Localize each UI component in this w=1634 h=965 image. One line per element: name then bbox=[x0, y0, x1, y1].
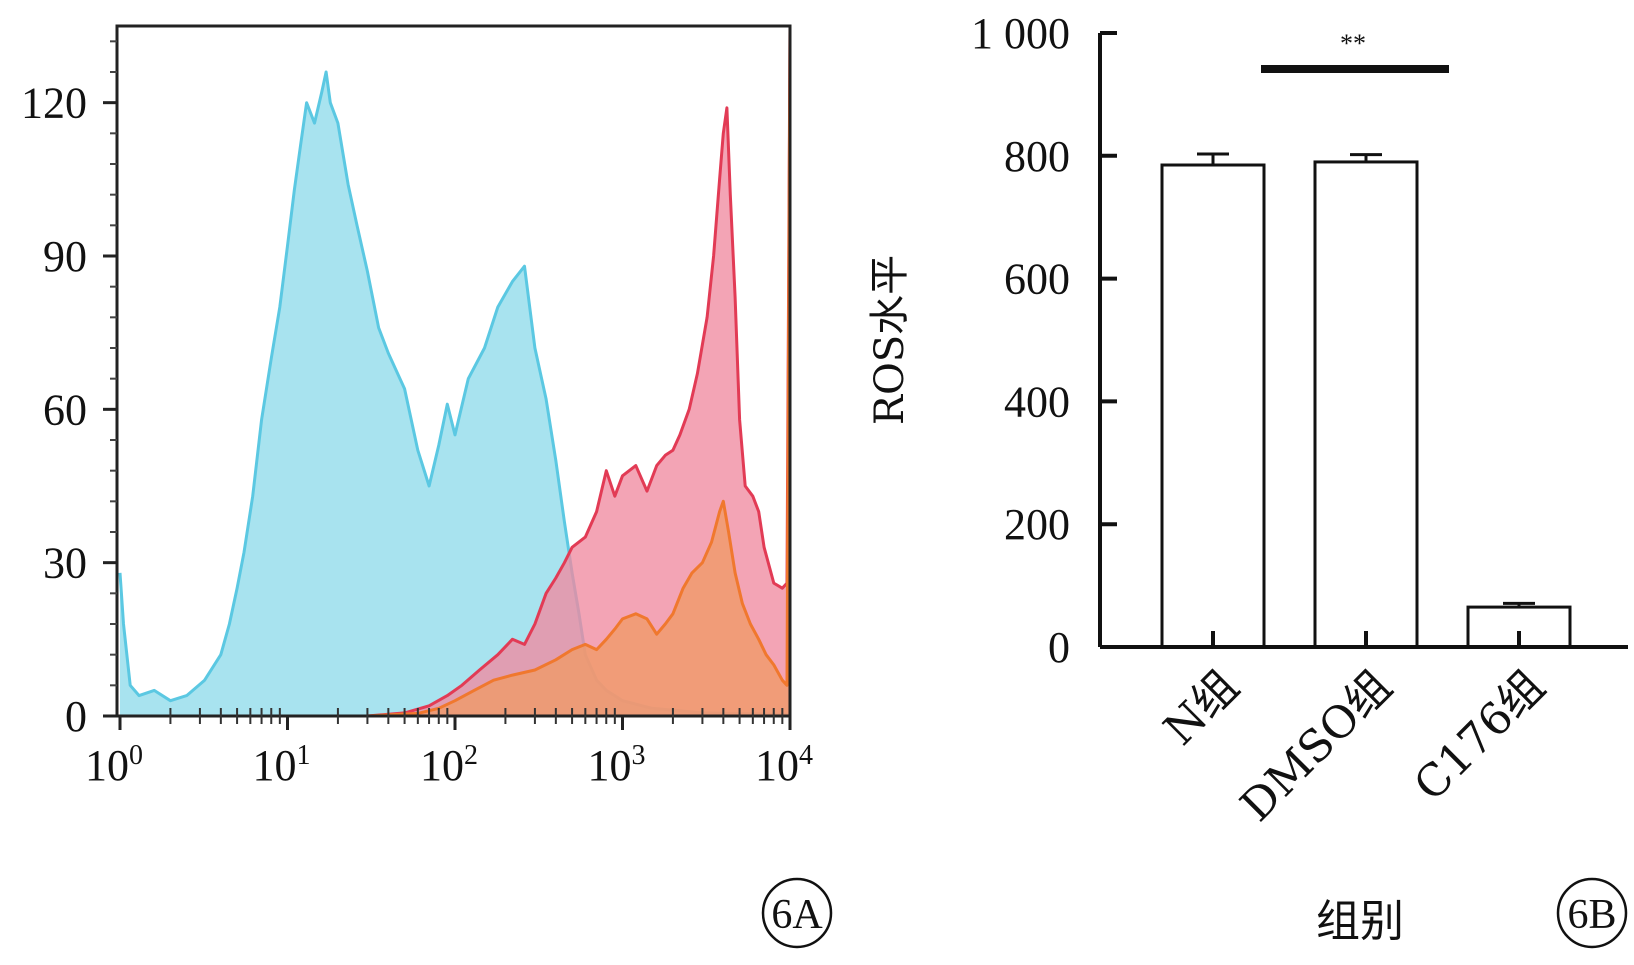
histogram-area-1 bbox=[367, 26, 790, 716]
panel-label-6b: 6B bbox=[1556, 877, 1628, 949]
bar bbox=[1160, 163, 1266, 649]
bar-chart-y-tick-label: 400 bbox=[1004, 377, 1070, 426]
bar-chart-y-tick-label: 1 000 bbox=[971, 9, 1070, 58]
histogram-y-tick-label: 90 bbox=[43, 232, 87, 281]
histogram-x-tick-label: 100 bbox=[85, 740, 143, 790]
bar bbox=[1313, 160, 1419, 649]
histogram-line-0 bbox=[118, 70, 791, 716]
panel-label-6b-text: 6B bbox=[1567, 892, 1616, 938]
bar-chart-bars bbox=[1160, 152, 1572, 649]
histogram-y-tick-label: 60 bbox=[43, 385, 87, 434]
bar-chart-x-label: DMSO组 bbox=[1231, 661, 1402, 832]
histogram-x-tick-label: 104 bbox=[755, 740, 813, 790]
histogram-series-group bbox=[118, 25, 792, 718]
histogram-line-1 bbox=[367, 25, 792, 718]
bar-chart-x-label: C176组 bbox=[1404, 661, 1554, 811]
histogram-x-tick-label: 102 bbox=[420, 740, 478, 790]
bar-chart-y-tick-label: 200 bbox=[1004, 500, 1070, 549]
panel-6a-histogram: 0 30 60 90 120 100 101 102 103 104 6A bbox=[21, 24, 833, 949]
bar-chart-x-label: N组 bbox=[1154, 661, 1248, 755]
histogram-y-tick-label: 30 bbox=[43, 539, 87, 588]
panel-label-6a: 6A bbox=[761, 877, 833, 949]
histogram-area-0 bbox=[120, 72, 790, 716]
histogram-line-2 bbox=[367, 25, 792, 718]
bar-chart-y-axis-title: ROS水平 bbox=[867, 255, 913, 425]
bar-chart-y-ticks: 0 200 400 600 800 1 000 bbox=[971, 9, 1117, 672]
histogram-x-tick-label: 103 bbox=[588, 740, 646, 790]
histogram-x-tick-label: 101 bbox=[253, 740, 311, 790]
histogram-area-2 bbox=[367, 26, 790, 716]
bar-chart-y-tick-label: 0 bbox=[1048, 623, 1070, 672]
histogram-y-tick-label: 0 bbox=[65, 692, 87, 741]
significance-label: ** bbox=[1340, 29, 1366, 58]
bar-chart-y-tick-label: 600 bbox=[1004, 255, 1070, 304]
histogram-x-ticks: 100 101 102 103 104 bbox=[85, 708, 813, 790]
bar-chart-y-tick-label: 800 bbox=[1004, 132, 1070, 181]
significance-bracket: ** bbox=[1261, 29, 1449, 73]
bar-chart-x-axis-title: 组别 bbox=[1316, 896, 1404, 947]
histogram-y-ticks: 0 30 60 90 120 bbox=[21, 40, 117, 741]
panel-label-6a-text: 6A bbox=[771, 892, 823, 938]
histogram-y-tick-label: 120 bbox=[21, 79, 87, 128]
